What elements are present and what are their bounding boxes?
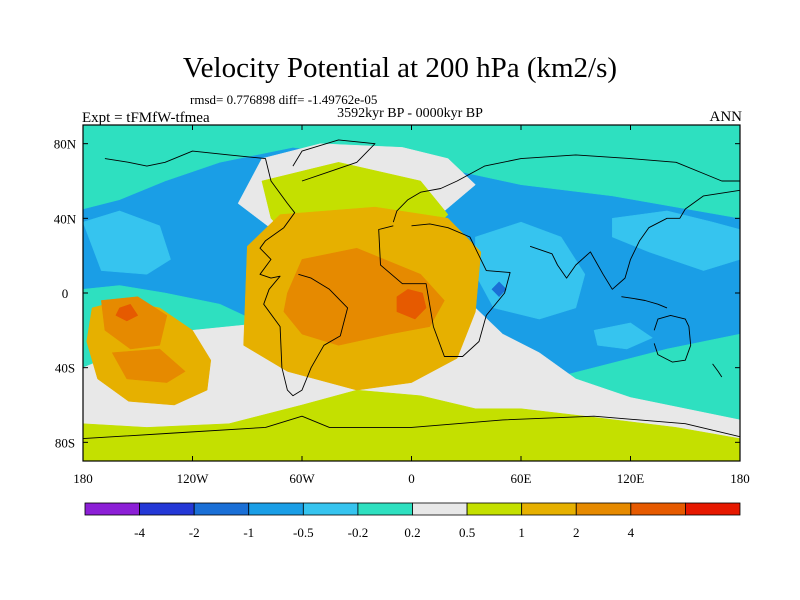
colorbar-swatch-0 bbox=[84, 502, 140, 516]
colorbar-label-8: 2 bbox=[573, 525, 580, 540]
coastline-8 bbox=[83, 415, 740, 440]
coastline-1 bbox=[292, 139, 376, 182]
colorbar-label-9: 4 bbox=[628, 525, 635, 540]
contour-region-11 bbox=[83, 389, 740, 461]
colorbar-label-6: 0.5 bbox=[459, 525, 475, 540]
contour-region-7 bbox=[491, 281, 507, 298]
colorbar-swatch-1 bbox=[139, 502, 195, 516]
colorbar-label-1: -2 bbox=[189, 525, 200, 540]
colorbar-label-2: -1 bbox=[243, 525, 254, 540]
x-tick-label-1: 120W bbox=[177, 471, 210, 486]
x-tick-label-0: 180 bbox=[73, 471, 93, 486]
experiment-label: Expt = tFMfW-tfmea bbox=[82, 110, 210, 126]
contour-region-3 bbox=[83, 210, 171, 275]
y-tick-label-1: 40N bbox=[54, 211, 77, 226]
y-tick-label-4: 80S bbox=[55, 435, 75, 450]
chart-title: Velocity Potential at 200 hPa (km2/s) bbox=[182, 52, 618, 84]
contour-region-6 bbox=[593, 322, 653, 350]
colorbar-label-0: -4 bbox=[134, 525, 145, 540]
contour-region-17 bbox=[396, 289, 427, 320]
colorbar-swatch-3 bbox=[248, 502, 304, 516]
contour-region-14 bbox=[283, 247, 445, 346]
x-tick-label-2: 60W bbox=[289, 471, 315, 486]
contour-region-16 bbox=[111, 348, 186, 383]
coastline-6 bbox=[653, 314, 692, 363]
x-tick-label-6: 180 bbox=[730, 471, 750, 486]
coastline-layer bbox=[83, 139, 740, 440]
colorbar-swatch-2 bbox=[193, 502, 250, 516]
colorbar-swatch-6 bbox=[412, 502, 468, 516]
coastline-2 bbox=[378, 223, 511, 357]
coastline-5 bbox=[621, 296, 668, 309]
coastline-3 bbox=[392, 154, 740, 223]
colorbar-swatch-7 bbox=[466, 502, 523, 516]
x-tick-label-5: 120E bbox=[617, 471, 645, 486]
y-tick-label-2: 0 bbox=[62, 286, 69, 301]
coastline-7 bbox=[712, 363, 723, 378]
colorbar-swatch-9 bbox=[575, 502, 632, 516]
colorbar-label-7: 1 bbox=[518, 525, 525, 540]
period-label: 3592kyr BP - 0000kyr BP bbox=[337, 106, 483, 121]
colorbar-label-4: -0.2 bbox=[348, 525, 369, 540]
x-tick-label-4: 60E bbox=[511, 471, 532, 486]
colorbar-swatch-4 bbox=[302, 502, 359, 516]
stats-line: rmsd= 0.776898 diff= -1.49762e-05 bbox=[190, 92, 378, 107]
colorbar-swatch-10 bbox=[630, 502, 686, 516]
colorbar-label-5: 0.2 bbox=[404, 525, 420, 540]
colorbar-swatch-11 bbox=[685, 502, 741, 516]
contour-region-18 bbox=[115, 303, 139, 322]
season-label: ANN bbox=[709, 109, 743, 125]
coastline-4 bbox=[529, 189, 740, 290]
axis-ticks: 180 120W 60W 0 60E 120E 180 80N 40N 0 40S 80S bbox=[54, 125, 750, 486]
colorbar: -4 -2 -1 -0.5 -0.2 0.2 0.5 1 2 4 bbox=[84, 502, 741, 540]
coastline-0 bbox=[104, 150, 349, 397]
y-tick-label-3: 40S bbox=[55, 361, 75, 376]
contour-fill-layer bbox=[83, 125, 740, 461]
colorbar-swatch-8 bbox=[521, 502, 577, 516]
colorbar-swatch-5 bbox=[357, 502, 413, 516]
y-tick-label-0: 80N bbox=[54, 137, 77, 152]
x-tick-label-3: 0 bbox=[408, 471, 415, 486]
contour-region-15 bbox=[101, 296, 168, 350]
colorbar-label-3: -0.5 bbox=[293, 525, 314, 540]
